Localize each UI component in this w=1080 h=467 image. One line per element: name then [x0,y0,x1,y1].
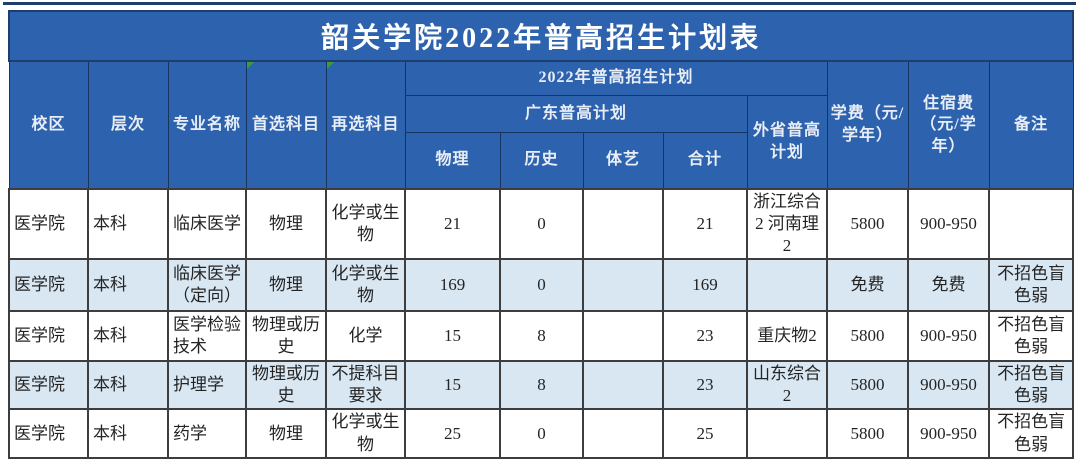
cell-other-province [746,258,828,313]
col-header-history: 历史 [499,131,584,190]
cell-other-province: 山东综合2 [746,360,828,411]
cell-tuition: 5800 [826,408,909,459]
cell-remarks [987,187,1075,261]
cell-level: 本科 [87,408,169,459]
col-header-first-subject-label: 首选科目 [251,116,320,134]
cell-physics: 169 [404,258,501,313]
col-header-level: 层次 [87,60,169,190]
table-top-border [3,2,1076,5]
table-row: 医学院 本科 药学 物理 化学或生物 25 0 25 5800 900-950 … [8,408,1075,459]
cell-total: 169 [662,258,748,313]
cell-physics: 21 [404,187,501,261]
cell-arts-pe [582,258,664,313]
cell-level: 本科 [87,258,169,313]
cell-other-province: 浙江综合2 河南理2 [746,187,828,261]
table-title: 韶关学院2022年普高招生计划表 [7,10,1075,62]
cell-history: 8 [499,310,584,363]
cell-remarks: 不招色盲色弱 [987,408,1075,459]
col-header-first-subject: 首选科目 [245,60,327,190]
cell-first-subject: 物理或历史 [245,310,327,363]
cell-tuition: 5800 [826,187,909,261]
cell-major: 护理学 [167,360,247,411]
cell-total: 23 [662,360,748,411]
cell-tuition: 免费 [826,258,909,313]
cell-other-province [746,408,828,459]
cell-physics: 15 [404,360,501,411]
cell-second-subject: 化学或生物 [325,258,406,313]
col-header-second-subject: 再选科目 [325,60,406,190]
col-header-arts-pe: 体艺 [582,131,664,190]
table-row: 医学院 本科 临床医学 物理 化学或生物 21 0 21 浙江综合2 河南理2 … [8,187,1075,261]
cell-accommodation: 900-950 [907,408,990,459]
cell-arts-pe [582,360,664,411]
col-header-campus: 校区 [8,60,89,190]
cell-total: 23 [662,310,748,363]
cell-physics: 15 [404,310,501,363]
cell-total: 21 [662,187,748,261]
cell-first-subject: 物理或历史 [245,360,327,411]
cell-second-subject: 化学或生物 [325,187,406,261]
cell-arts-pe [582,187,664,261]
cell-arts-pe [582,310,664,363]
cell-arts-pe [582,408,664,459]
cell-other-province: 重庆物2 [746,310,828,363]
cell-major: 药学 [167,408,247,459]
cell-campus: 医学院 [8,258,89,313]
cell-campus: 医学院 [8,187,89,261]
col-header-major-name: 专业名称 [167,60,247,190]
cell-total: 25 [662,408,748,459]
cell-level: 本科 [87,360,169,411]
table-row: 医学院 本科 医学检验技术 物理或历史 化学 15 8 23 重庆物2 5800… [8,310,1075,363]
cell-campus: 医学院 [8,310,89,363]
cell-major: 临床医学（定向） [167,258,247,313]
cell-remarks: 不招色盲色弱 [987,258,1075,313]
cell-campus: 医学院 [8,408,89,459]
cell-level: 本科 [87,310,169,363]
cell-first-subject: 物理 [245,187,327,261]
col-group-guangdong-plan: 广东普高计划 [404,94,748,133]
cell-remarks: 不招色盲色弱 [987,360,1075,411]
header-row-3: 物理 历史 体艺 合计 [9,131,1073,190]
cell-history: 0 [499,258,584,313]
table-row: 医学院 本科 护理学 物理或历史 不提科目要求 15 8 23 山东综合2 58… [8,360,1075,411]
table-row: 医学院 本科 临床医学（定向） 物理 化学或生物 169 0 169 免费 免费… [8,258,1075,313]
col-header-accommodation: 住宿费（元/学年） [907,60,990,190]
cell-tuition: 5800 [826,360,909,411]
cell-accommodation: 900-950 [907,310,990,363]
col-header-total: 合计 [662,131,748,190]
col-header-second-subject-label: 再选科目 [331,116,400,134]
col-header-tuition: 学费（元/学年） [826,60,909,190]
cell-tuition: 5800 [826,310,909,363]
title-row: 韶关学院2022年普高招生计划表 [7,10,1075,62]
cell-accommodation: 免费 [907,258,990,313]
admission-plan-table: 韶关学院2022年普高招生计划表 校区 层次 专业名称 首选科目 再选科目 20… [7,10,1075,459]
cell-history: 8 [499,360,584,411]
cell-campus: 医学院 [8,360,89,411]
cell-first-subject: 物理 [245,408,327,459]
cell-history: 0 [499,408,584,459]
cell-major: 医学检验技术 [167,310,247,363]
col-header-physics: 物理 [404,131,501,190]
cell-physics: 25 [404,408,501,459]
cell-accommodation: 900-950 [907,187,990,261]
cell-accommodation: 900-950 [907,360,990,411]
cell-first-subject: 物理 [245,258,327,313]
cell-level: 本科 [87,187,169,261]
cell-second-subject: 不提科目要求 [325,360,406,411]
cell-second-subject: 化学或生物 [325,408,406,459]
cell-major: 临床医学 [167,187,247,261]
col-group-2022-plan: 2022年普高招生计划 [404,60,828,96]
excel-error-flag-icon [327,62,334,69]
col-header-other-province-plan: 外省普高计划 [746,94,828,190]
col-header-remarks: 备注 [988,60,1074,190]
excel-error-flag-icon [247,62,254,69]
cell-history: 0 [499,187,584,261]
cell-second-subject: 化学 [325,310,406,363]
cell-remarks: 不招色盲色弱 [987,310,1075,363]
header-row-2: 广东普高计划 外省普高计划 [9,94,1073,190]
header-row-1: 校区 层次 专业名称 首选科目 再选科目 2022年普高招生计划 学费（元/学年… [8,60,1074,190]
